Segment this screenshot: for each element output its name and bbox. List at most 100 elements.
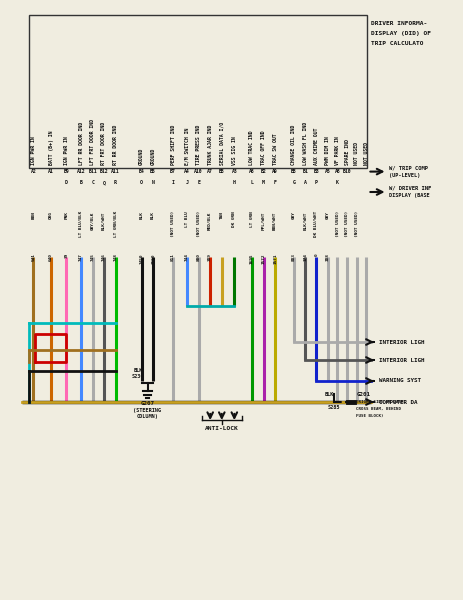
Text: 747: 747 [79,253,83,261]
Text: INTERIOR LIGH: INTERIOR LIGH [378,340,423,344]
Text: A7: A7 [207,169,213,174]
Text: A8: A8 [249,169,254,174]
Text: B10: B10 [342,169,350,174]
Text: (NOT USED): (NOT USED) [335,211,338,238]
Text: (RIGHT SIDE OF DASH: (RIGHT SIDE OF DASH [356,400,403,404]
Text: E: E [197,180,200,185]
Text: B8: B8 [219,169,224,174]
Text: A12: A12 [77,169,85,174]
Text: G: G [292,180,294,185]
Text: 3D8: 3D8 [325,253,329,261]
Text: DISPLAY (BASE: DISPLAY (BASE [388,193,429,198]
Text: 541: 541 [31,253,35,261]
Text: COMPUTER DA: COMPUTER DA [378,400,416,404]
Text: VF PARK IN: VF PARK IN [334,136,339,165]
Text: LT GRN: LT GRN [250,211,253,227]
Text: R: R [114,180,117,185]
Text: (NOT USED): (NOT USED) [196,211,200,238]
Text: B5: B5 [150,169,156,174]
Text: S230: S230 [132,374,144,379]
Text: A10: A10 [194,169,202,174]
Text: RT RR DOOR IND: RT RR DOOR IND [113,125,118,165]
Text: CHANGE OIL IND: CHANGE OIL IND [291,125,295,165]
Text: TRAC SW OUT: TRAC SW OUT [272,133,277,165]
Text: 1550: 1550 [151,253,155,264]
Text: B7: B7 [170,169,175,174]
Text: B1: B1 [302,169,307,174]
Text: BLK: BLK [133,368,143,373]
Text: PERF SHIFT IND: PERF SHIFT IND [170,125,175,165]
Text: 1695: 1695 [250,253,253,264]
Text: BLK/WHT: BLK/WHT [102,211,106,230]
Text: (STEERING: (STEERING [133,407,161,413]
Text: I: I [171,180,174,185]
Text: TRAC OFF IND: TRAC OFF IND [261,130,265,165]
Text: WARNING SYST: WARNING SYST [378,379,420,383]
Text: CROSS BEAM, BEHIND: CROSS BEAM, BEHIND [356,407,400,411]
Text: PWM DIM IN: PWM DIM IN [325,136,329,165]
Text: GRY: GRY [325,211,329,219]
Text: GROUND: GROUND [139,148,144,165]
Text: 811: 811 [171,253,175,261]
Text: GROUND: GROUND [150,148,155,165]
Text: 640: 640 [49,253,53,261]
Text: S285: S285 [327,404,339,410]
Text: TRUNK AJAR IND: TRUNK AJAR IND [207,125,212,165]
Text: AUX CHIME OUT: AUX CHIME OUT [313,128,318,165]
Text: 748: 748 [113,253,117,261]
Text: A8: A8 [334,169,339,174]
Text: F: F [273,180,276,185]
Text: (NOT USED): (NOT USED) [344,211,348,238]
Text: A2: A2 [31,169,36,174]
Text: TRIP CALCULATO: TRIP CALCULATO [370,41,423,46]
Text: BATT (B+) IN: BATT (B+) IN [49,130,53,165]
Text: J: J [185,180,188,185]
Text: 389: 389 [208,253,212,261]
Text: VSS SIG IN: VSS SIG IN [232,136,236,165]
Text: BLK: BLK [139,211,143,219]
Text: DK BLU/WHT: DK BLU/WHT [314,211,318,238]
Text: 744: 744 [185,253,188,261]
Text: 1450: 1450 [139,253,143,264]
Text: BRN: BRN [31,211,35,219]
Text: B: B [80,180,82,185]
Text: B2: B2 [260,169,266,174]
Text: O: O [140,180,143,185]
Text: PPL/WHT: PPL/WHT [261,211,265,230]
Text: L: L [250,180,253,185]
Text: B12: B12 [100,169,108,174]
Text: BLK: BLK [324,392,333,397]
Text: TAN: TAN [219,211,223,219]
Text: 174: 174 [303,253,307,261]
Text: LT BLU: LT BLU [185,211,188,227]
Text: 1571: 1571 [273,253,276,264]
Text: A9: A9 [272,169,277,174]
Text: NOT USED: NOT USED [363,142,368,165]
Text: DRIVER INFORMA-: DRIVER INFORMA- [370,21,426,26]
Text: RT FRT DOOR IND: RT FRT DOOR IND [101,122,106,165]
Text: D: D [65,180,68,185]
Text: (UP-LEVEL): (UP-LEVEL) [388,173,419,178]
Text: 0: 0 [314,253,318,256]
Text: PNK: PNK [64,211,68,219]
Text: 39: 39 [64,253,68,259]
Text: LFT RR DOOR IND: LFT RR DOOR IND [79,122,83,165]
Text: 745: 745 [91,253,94,261]
Text: LT BLU/BLK: LT BLU/BLK [79,211,83,238]
Text: LFT FRT DOOR IND: LFT FRT DOOR IND [90,119,95,165]
Text: P: P [314,180,317,185]
Text: (NOT USED): (NOT USED) [354,211,358,238]
Text: E/M SWITCH IN: E/M SWITCH IN [184,128,189,165]
Text: 1572: 1572 [261,253,265,264]
Text: A3: A3 [231,169,237,174]
Text: G201: G201 [356,392,369,397]
Text: NOT USED: NOT USED [354,142,358,165]
Text: 746: 746 [102,253,106,261]
Text: FUSE BLOCK): FUSE BLOCK) [356,413,383,418]
Text: ANTI-LOCK: ANTI-LOCK [205,426,238,431]
Text: A5: A5 [324,169,330,174]
Text: M: M [262,180,264,185]
Text: B11: B11 [88,169,97,174]
Text: LT GRN/BLK: LT GRN/BLK [113,211,117,238]
Text: BLK/WHT: BLK/WHT [303,211,307,230]
